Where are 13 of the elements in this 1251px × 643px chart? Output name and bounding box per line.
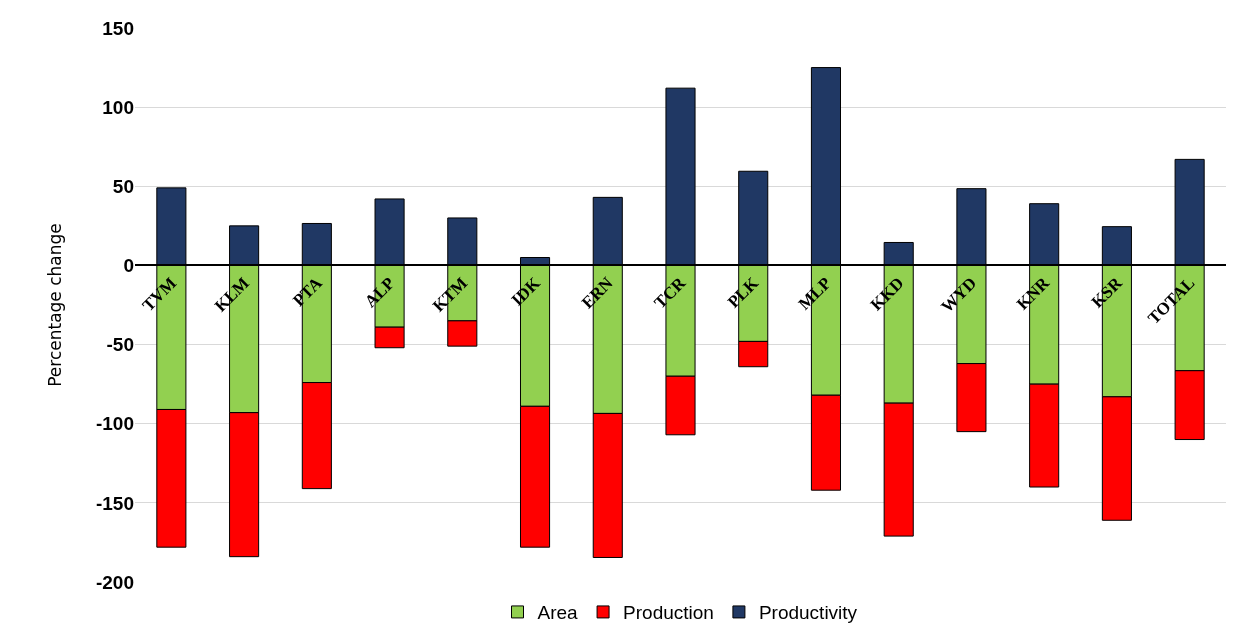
y-tick-label: -50: [106, 334, 134, 356]
legend-label: Production: [623, 602, 714, 624]
legend-label: Productivity: [758, 602, 858, 624]
y-axis-title: Percentage change: [44, 223, 65, 387]
x-tick-label: PTA: [289, 272, 327, 311]
legend-label: Area: [537, 602, 579, 624]
y-tick-label: -200: [95, 571, 134, 593]
y-tick-label: 100: [102, 96, 134, 118]
y-tick-label: 50: [112, 175, 134, 197]
y-tick-label: 0: [123, 255, 134, 277]
y-tick-label: -150: [95, 492, 134, 514]
y-tick-label: 150: [102, 17, 134, 39]
y-tick-label: -100: [95, 413, 134, 435]
